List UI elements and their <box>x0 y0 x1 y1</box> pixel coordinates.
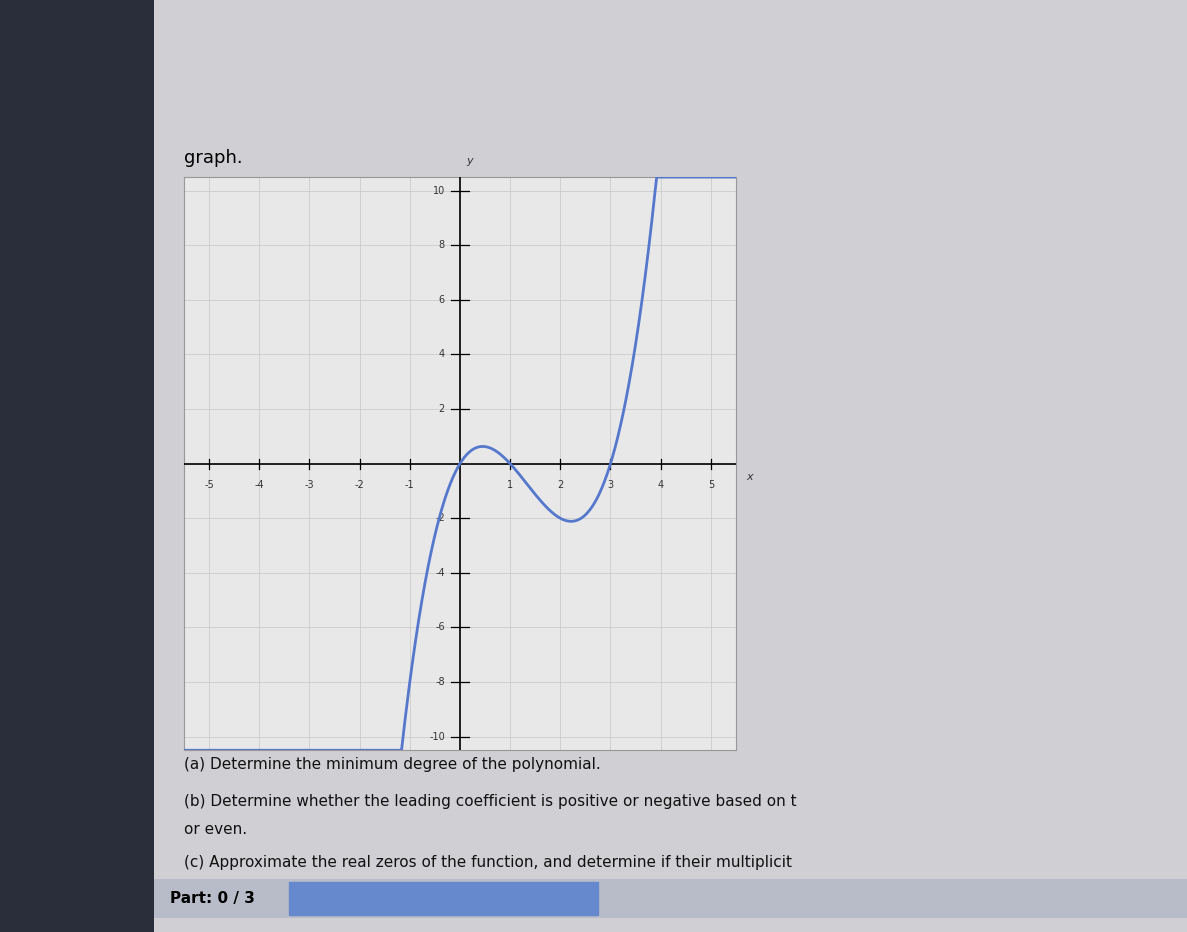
Text: 10: 10 <box>432 185 445 196</box>
Text: -5: -5 <box>204 480 214 490</box>
Text: (c) Approximate the real zeros of the function, and determine if their multiplic: (c) Approximate the real zeros of the fu… <box>184 855 792 870</box>
Text: -10: -10 <box>430 732 445 742</box>
Text: (b) Determine whether the leading coefficient is positive or negative based on t: (b) Determine whether the leading coeffi… <box>184 794 796 809</box>
Text: graph.: graph. <box>184 149 242 167</box>
Text: -4: -4 <box>436 568 445 578</box>
Text: Part: 0 / 3: Part: 0 / 3 <box>170 891 255 906</box>
Text: 4: 4 <box>439 350 445 360</box>
Text: 2: 2 <box>439 404 445 414</box>
Text: -1: -1 <box>405 480 414 490</box>
Text: 1: 1 <box>507 480 513 490</box>
Text: y: y <box>466 157 474 166</box>
Bar <box>288 882 598 915</box>
Text: -4: -4 <box>254 480 264 490</box>
Text: 2: 2 <box>557 480 564 490</box>
Text: 4: 4 <box>658 480 664 490</box>
Text: -6: -6 <box>436 623 445 633</box>
Text: -8: -8 <box>436 677 445 687</box>
Text: -3: -3 <box>305 480 315 490</box>
Text: 8: 8 <box>439 240 445 251</box>
Text: 5: 5 <box>707 480 713 490</box>
Text: 6: 6 <box>439 295 445 305</box>
Text: -2: -2 <box>355 480 364 490</box>
Text: x: x <box>745 473 753 483</box>
Text: -2: -2 <box>436 514 445 523</box>
Text: or even.: or even. <box>184 822 247 837</box>
Text: (a) Determine the minimum degree of the polynomial.: (a) Determine the minimum degree of the … <box>184 757 601 772</box>
Text: 3: 3 <box>608 480 614 490</box>
